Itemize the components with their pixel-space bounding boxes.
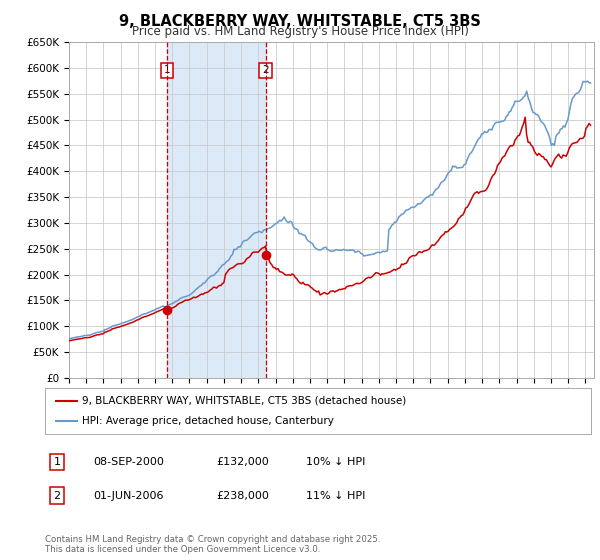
Text: 10% ↓ HPI: 10% ↓ HPI bbox=[306, 457, 365, 467]
Text: £238,000: £238,000 bbox=[216, 491, 269, 501]
Bar bbox=[167, 42, 266, 378]
Text: 9, BLACKBERRY WAY, WHITSTABLE, CT5 3BS (detached house): 9, BLACKBERRY WAY, WHITSTABLE, CT5 3BS (… bbox=[82, 396, 406, 406]
Text: Price paid vs. HM Land Registry's House Price Index (HPI): Price paid vs. HM Land Registry's House … bbox=[131, 25, 469, 38]
Text: 9, BLACKBERRY WAY, WHITSTABLE, CT5 3BS: 9, BLACKBERRY WAY, WHITSTABLE, CT5 3BS bbox=[119, 14, 481, 29]
Text: 11% ↓ HPI: 11% ↓ HPI bbox=[306, 491, 365, 501]
Text: Contains HM Land Registry data © Crown copyright and database right 2025.
This d: Contains HM Land Registry data © Crown c… bbox=[45, 535, 380, 554]
Text: 1: 1 bbox=[53, 457, 61, 467]
Text: HPI: Average price, detached house, Canterbury: HPI: Average price, detached house, Cant… bbox=[82, 416, 334, 426]
Text: 2: 2 bbox=[262, 66, 269, 76]
Text: 2: 2 bbox=[53, 491, 61, 501]
Text: £132,000: £132,000 bbox=[216, 457, 269, 467]
Text: 08-SEP-2000: 08-SEP-2000 bbox=[93, 457, 164, 467]
Text: 1: 1 bbox=[164, 66, 170, 76]
Text: 01-JUN-2006: 01-JUN-2006 bbox=[93, 491, 163, 501]
